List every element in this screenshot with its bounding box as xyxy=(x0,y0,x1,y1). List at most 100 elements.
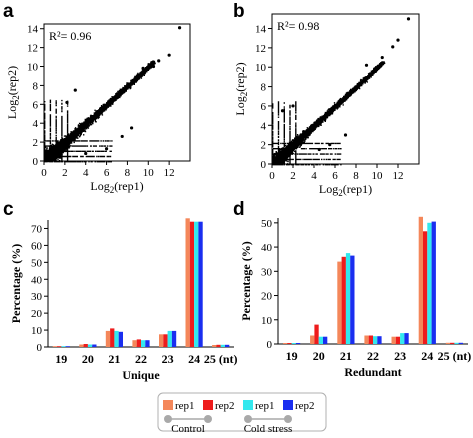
bar-25nt-s3 xyxy=(220,344,225,347)
bar-24-s3 xyxy=(194,221,199,347)
bar-22-s2 xyxy=(368,335,373,344)
legend-group-cold-stress: Cold stress xyxy=(244,423,293,435)
bar-21-s4 xyxy=(118,331,123,347)
x-tick-label: 0 xyxy=(269,170,275,182)
plot-frame xyxy=(43,23,191,162)
x-tick-label: 21 xyxy=(340,349,352,363)
bar-19-s2 xyxy=(287,343,292,344)
bar-21-s1 xyxy=(105,330,111,347)
bar-20-s4 xyxy=(92,344,97,347)
legend-group-dot xyxy=(164,415,172,423)
scatter-point xyxy=(120,134,124,139)
legend-group-dot xyxy=(284,415,292,423)
bar-25nt-s4 xyxy=(458,342,463,344)
scatter-point xyxy=(104,147,109,151)
y-tick-label: 70 xyxy=(31,223,43,235)
bar-24-s3 xyxy=(427,222,432,344)
bar-21-s1 xyxy=(337,261,342,344)
x-tick-label: 24 xyxy=(421,349,433,363)
scatter-point xyxy=(141,66,145,71)
y-tick-label: 20 xyxy=(31,308,43,320)
bar-19-s1 xyxy=(52,346,57,347)
y-tick-label: 50 xyxy=(261,218,273,230)
bar-25nt-s2 xyxy=(450,342,455,344)
bar-20-s3 xyxy=(318,336,323,344)
bar-20-s3 xyxy=(87,344,93,347)
y-tick-label: 60 xyxy=(31,240,43,252)
point-cloud xyxy=(44,60,156,163)
bar-23-s3 xyxy=(400,333,405,344)
y-tick-label: 12 xyxy=(27,43,38,55)
annotation-r-squared: R²= 0.98 xyxy=(277,19,319,33)
bar-23-s2 xyxy=(163,334,168,347)
bar-panel-d: 0 10 20 30 40 50 19 20 21 22 23 24 25 (nt) Redundant… xyxy=(239,216,471,379)
x-axis-label: Redundant xyxy=(344,365,401,379)
bar-24-s4 xyxy=(431,221,436,344)
bar-19-s4 xyxy=(295,343,301,344)
x-tick-label: 8 xyxy=(125,167,131,179)
x-tick-label: 12 xyxy=(393,170,404,182)
legend-group-dot xyxy=(244,415,252,423)
scatter-point xyxy=(151,64,156,69)
y-tick-label: 2 xyxy=(261,140,267,152)
scatter-point xyxy=(343,133,348,137)
x-axis-label: Unique xyxy=(122,368,160,382)
bar-22-s1 xyxy=(132,340,137,347)
x-tick-label: 20 xyxy=(313,349,325,363)
scatter-point xyxy=(157,59,161,63)
bar-19-s4 xyxy=(65,346,70,347)
bar-24-s4 xyxy=(198,221,203,347)
scatter-point xyxy=(84,151,88,156)
x-tick-label: 23 xyxy=(162,352,174,366)
bar-24-s2 xyxy=(423,231,428,344)
scatter-panel-b: 0 2 4 6 8 10 12 0 2 4 6 8 10 12 14 R²= 0.98 Log2(rep1)… xyxy=(233,13,420,198)
bar-20-s1 xyxy=(310,335,315,344)
y-tick-label: 14 xyxy=(27,24,39,36)
legend-swatch-cold-rep1 xyxy=(243,400,253,410)
y-tick-label: 14 xyxy=(255,24,267,36)
bar-25nt-s4 xyxy=(225,344,230,347)
x-tick-label: 10 xyxy=(143,167,155,179)
y-tick-label: 10 xyxy=(261,315,273,327)
bar-23-s3 xyxy=(167,330,172,347)
scatter-point xyxy=(364,63,369,67)
legend-swatch-cold-rep2 xyxy=(283,400,293,410)
y-tick-label: 0 xyxy=(33,156,39,168)
x-tick-label: 24 xyxy=(188,352,200,366)
bar-19-s3 xyxy=(291,343,296,344)
x-tick-label: 6 xyxy=(332,170,338,182)
y-tick-label: 0 xyxy=(37,342,43,354)
bar-21-s4 xyxy=(350,255,355,344)
point-cloud xyxy=(272,61,386,166)
bar-21-s2 xyxy=(110,328,115,347)
bar-21-s2 xyxy=(341,256,346,344)
y-tick-label: 40 xyxy=(261,242,273,254)
bar-23-s1 xyxy=(391,336,396,344)
x-tick-label: 0 xyxy=(41,167,47,179)
x-tick-label: 2 xyxy=(62,167,68,179)
legend-label-control-rep2: rep2 xyxy=(215,400,235,412)
bar-20-s2 xyxy=(83,344,88,347)
legend-label-cold-rep1: rep1 xyxy=(255,400,275,412)
y-axis-label: Percentage (%) xyxy=(239,241,253,320)
scatter-panel-a: 0 2 4 6 8 10 12 0 2 4 6 8 10 12 14 R²= 0.96 Log2(rep1)… xyxy=(5,23,191,195)
y-tick-label: 8 xyxy=(33,80,39,92)
bar-22-s3 xyxy=(141,340,146,347)
x-tick-label: 25 (nt) xyxy=(204,352,238,366)
y-tick-label: 8 xyxy=(261,82,267,94)
y-tick-label: 2 xyxy=(33,137,39,149)
scatter-point xyxy=(396,38,400,42)
bar-25nt-s2 xyxy=(216,344,221,347)
y-tick-label: 50 xyxy=(31,257,43,269)
x-tick-label: 4 xyxy=(83,167,89,179)
y-tick-label: 10 xyxy=(255,62,267,74)
x-tick-label: 22 xyxy=(367,349,379,363)
scatter-point xyxy=(130,126,134,130)
y-axis-label: Log2(rep2) xyxy=(5,66,21,119)
bar-19-s2 xyxy=(57,346,62,347)
bar-22-s2 xyxy=(136,339,141,347)
bar-20-s2 xyxy=(314,324,319,344)
x-tick-label: 23 xyxy=(394,349,406,363)
bar-23-s4 xyxy=(404,333,409,344)
